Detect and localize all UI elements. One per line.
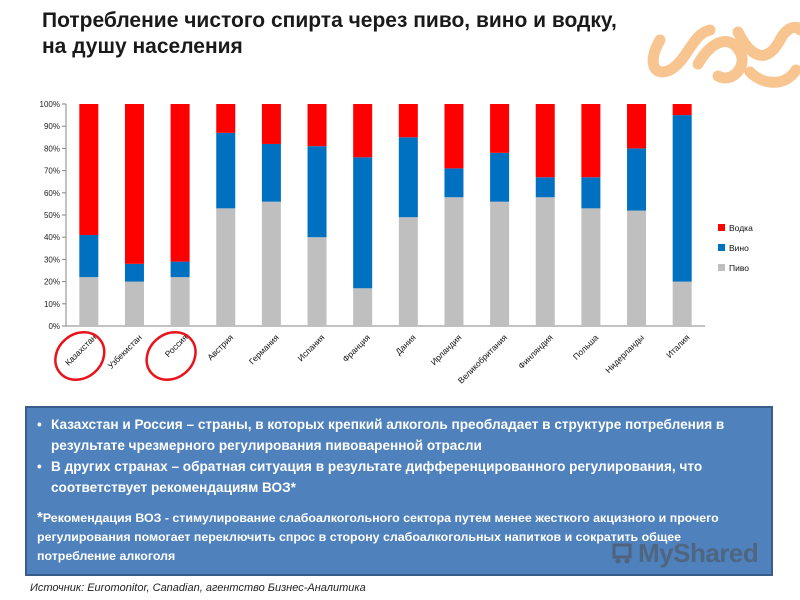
bar-Вино — [307, 146, 327, 238]
x-tick-label: Ирландия — [429, 332, 464, 367]
x-tick-label: Австрия — [205, 332, 235, 362]
bar-Вино — [627, 148, 647, 211]
page-title: Потребление чистого спирта через пиво, в… — [42, 8, 682, 60]
legend-swatch — [718, 224, 725, 231]
y-tick-label: 60% — [44, 189, 60, 198]
highlight-circles — [54, 331, 197, 381]
legend-swatch — [718, 244, 725, 251]
y-tick-label: 100% — [40, 100, 60, 109]
bar-Водка — [261, 104, 281, 144]
source-note: Источник: Euromonitor, Canadian, агентст… — [30, 582, 366, 594]
bar-Водка — [124, 104, 144, 264]
summary-box: Казахстан и Россия – страны, в которых к… — [25, 406, 773, 576]
y-tick-label: 40% — [44, 233, 60, 242]
bar-Водка — [581, 104, 601, 178]
y-tick-label: 30% — [44, 255, 60, 264]
who-note: *Рекомендация ВОЗ - стимулирование слабо… — [37, 508, 761, 566]
bar-Водка — [490, 104, 510, 153]
bar-Вино — [398, 137, 418, 218]
legend-label: Вино — [729, 243, 749, 253]
bar-Пиво — [581, 208, 601, 326]
title-line-2: на душу населения — [42, 35, 243, 58]
x-tick-label: Франция — [340, 332, 372, 364]
bar-Вино — [261, 143, 281, 202]
bar-area — [79, 104, 692, 326]
x-tick-label: Дания — [393, 332, 418, 357]
cart-icon — [612, 543, 632, 564]
bar-Вино — [124, 263, 144, 282]
x-tick-label: Великобритания — [456, 332, 510, 386]
x-tick-label: Германия — [247, 332, 281, 366]
x-tick-label: Нидерланды — [603, 332, 646, 375]
bar-Водка — [535, 104, 555, 178]
legend-swatch — [718, 264, 725, 271]
bar-Водка — [627, 104, 647, 149]
bar-Пиво — [307, 237, 327, 326]
bar-Пиво — [627, 210, 647, 326]
bar-Водка — [672, 104, 692, 116]
chart-legend: Водка Вино Пиво — [718, 223, 753, 273]
bar-Вино — [672, 115, 692, 282]
x-tick-label: Финляндия — [516, 332, 555, 371]
bar-Вино — [535, 177, 555, 198]
bar-Водка — [353, 104, 373, 158]
bar-Пиво — [216, 208, 236, 326]
x-tick-label: Испания — [296, 332, 327, 363]
bar-Пиво — [672, 281, 692, 326]
watermark: MyShared — [612, 538, 759, 569]
bar-Пиво — [79, 277, 99, 326]
legend-label: Пиво — [729, 263, 749, 273]
bar-Вино — [79, 234, 99, 278]
x-tick-label: Польша — [571, 332, 601, 362]
highlight-circle — [145, 331, 197, 381]
bullet-2: В других странах – обратная ситуация в р… — [37, 456, 761, 498]
y-tick-label: 0% — [48, 322, 60, 331]
decorative-swirl-icon — [647, 21, 800, 88]
bar-Вино — [216, 132, 236, 209]
watermark-text: MyShared — [638, 538, 759, 568]
y-tick-label: 10% — [44, 300, 60, 309]
y-tick-label: 70% — [44, 167, 60, 176]
bar-Вино — [170, 261, 190, 278]
y-tick-label: 90% — [44, 122, 60, 131]
bar-Вино — [490, 152, 510, 202]
bar-Пиво — [261, 201, 281, 326]
bullet-1: Казахстан и Россия – страны, в которых к… — [37, 414, 761, 456]
bar-Водка — [398, 104, 418, 138]
bar-Вино — [353, 157, 373, 289]
y-tick-label: 50% — [44, 211, 60, 220]
x-tick-label: Италия — [664, 332, 692, 360]
y-tick-label: 20% — [44, 278, 60, 287]
bar-Водка — [216, 104, 236, 133]
bar-Пиво — [124, 281, 144, 326]
legend-label: Водка — [729, 223, 753, 233]
bar-Пиво — [535, 197, 555, 326]
bar-Пиво — [444, 197, 464, 326]
note-asterisk: * — [37, 509, 43, 526]
bar-Водка — [307, 104, 327, 147]
bar-Пиво — [398, 217, 418, 326]
x-tick-label: Узбекистан — [106, 332, 145, 371]
bar-Вино — [581, 177, 601, 209]
bar-Водка — [79, 104, 99, 235]
highlight-circle — [54, 331, 106, 381]
bar-Вино — [444, 168, 464, 198]
stacked-bar-chart: 0%10%20%30%40%50%60%70%80%90%100% Казахс… — [40, 100, 754, 386]
bar-Водка — [444, 104, 464, 169]
note-text: Рекомендация ВОЗ - стимулирование слабоа… — [37, 511, 719, 563]
bar-Пиво — [490, 201, 510, 326]
y-tick-label: 80% — [44, 144, 60, 153]
title-line-1: Потребление чистого спирта через пиво, в… — [42, 9, 617, 32]
bar-Водка — [170, 104, 190, 262]
bar-Пиво — [170, 277, 190, 326]
bar-Пиво — [353, 288, 373, 326]
